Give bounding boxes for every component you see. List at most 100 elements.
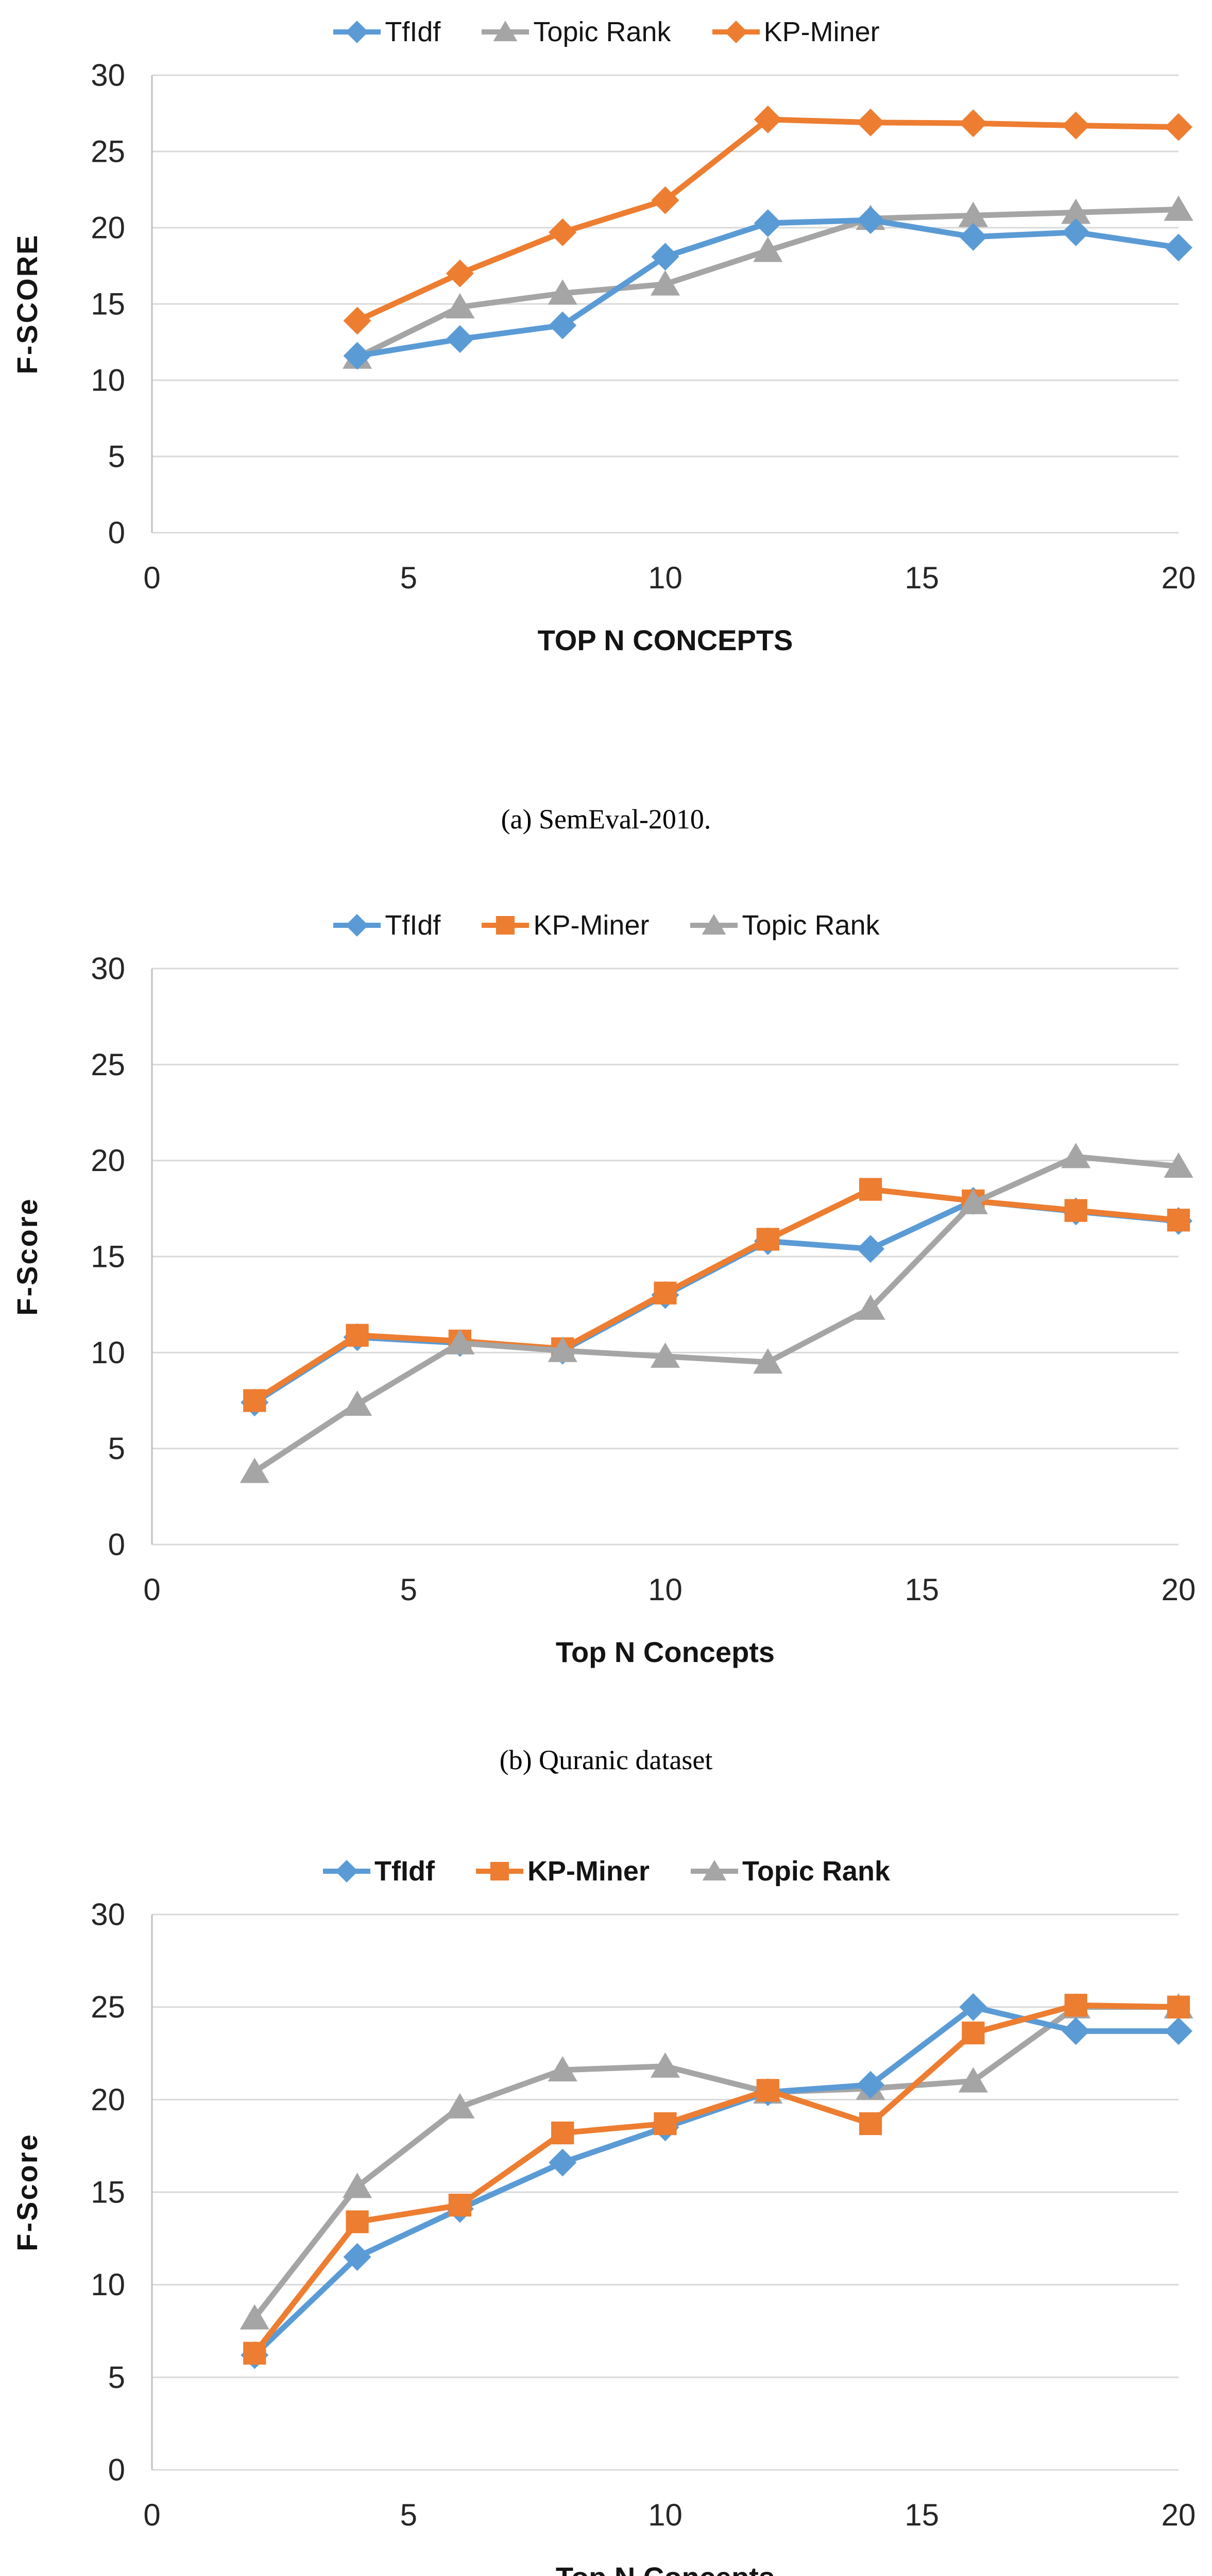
chart-a-svg: 0 5 10 15 20 25 30 0 5 10 15 20 TOP N CONCEPTS F-SCOR… <box>11 58 1196 657</box>
marker-tfidf <box>446 325 474 353</box>
marker-topic-rank <box>445 1329 475 1354</box>
svg-text:25: 25 <box>91 134 125 169</box>
marker-tfidf <box>1165 233 1192 262</box>
x-tick-labels: 0 5 10 15 20 <box>143 1572 1196 1607</box>
legend-marker-glyph-topic-rank <box>702 914 726 935</box>
legend-item-tfidf: TfIdf <box>322 1857 435 1886</box>
marker-topic-rank <box>856 1294 885 1320</box>
svg-text:5: 5 <box>108 1431 125 1466</box>
marker-topic-rank <box>958 201 988 227</box>
svg-text:30: 30 <box>91 58 125 93</box>
legend-item-kp-miner: KP-Miner <box>481 911 649 940</box>
marker-topic-rank <box>1164 1152 1193 1178</box>
marker-kp-miner <box>859 2112 882 2136</box>
marker-kp-miner <box>1064 1993 1087 2017</box>
svg-text:5: 5 <box>108 439 125 474</box>
marker-kp-miner <box>962 2021 985 2045</box>
marker-kp-miner <box>756 1228 779 1251</box>
marker-topic-rank <box>1164 195 1193 221</box>
marker-tfidf <box>857 206 885 234</box>
marker-tfidf <box>1062 2017 1090 2045</box>
legend-item-kp-miner: KP-Miner <box>475 1857 650 1886</box>
chart-b-svg: 0 5 10 15 20 25 30 0 5 10 15 20 Top N Concepts F-Scor… <box>11 952 1196 1669</box>
legend-label-tfidf: TfIdf <box>385 910 441 941</box>
svg-text:15: 15 <box>904 561 939 595</box>
marker-tfidf <box>343 342 371 370</box>
svg-text:20: 20 <box>91 2082 125 2117</box>
chart-b-legend: TfIdf KP-Miner Topic Rank <box>0 900 1212 951</box>
series-markers-topic-rank <box>240 1143 1193 1483</box>
marker-tfidf <box>754 209 782 238</box>
marker-topic-rank <box>650 1342 680 1368</box>
svg-text:20: 20 <box>91 1143 125 1178</box>
x-tick-labels: 0 5 10 15 20 <box>143 2498 1196 2532</box>
svg-text:20: 20 <box>91 211 125 245</box>
legend-label-kp-miner: KP-Miner <box>527 1856 650 1887</box>
marker-kp-miner <box>243 1389 266 1412</box>
gridlines <box>152 1913 1179 2471</box>
y-axis-title: F-Score <box>11 2133 43 2251</box>
svg-text:25: 25 <box>91 1047 125 1082</box>
legend-marker-glyph-tfidf <box>346 21 369 43</box>
series-line-tfidf <box>251 2004 1182 2358</box>
chart-b-quranic: TfIdf KP-Miner Topic Rank 0 5 10 15 20 25 30 0 5 10… <box>0 900 1212 1780</box>
gridlines <box>152 968 1179 1546</box>
svg-text:5: 5 <box>400 561 417 595</box>
marker-kp-miner <box>1064 1199 1087 1222</box>
legend-item-topic-rank: Topic Rank <box>481 18 671 46</box>
marker-tfidf <box>1165 2017 1192 2045</box>
legend-item-topic-rank: Topic Rank <box>689 911 880 940</box>
gridlines <box>152 74 1179 534</box>
legend-marker-glyph-tfidf <box>335 1860 358 1883</box>
x-tick-labels: 0 5 10 15 20 <box>143 561 1196 595</box>
svg-text:25: 25 <box>91 1990 125 2024</box>
legend-marker-tfidf <box>333 914 381 937</box>
legend-marker-glyph-topic-rank <box>702 1860 727 1881</box>
svg-text:5: 5 <box>108 2360 125 2395</box>
svg-text:30: 30 <box>91 952 125 986</box>
legend-marker-kp-miner <box>475 1861 523 1881</box>
marker-tfidf <box>959 223 987 251</box>
marker-topic-rank <box>548 279 577 305</box>
svg-text:20: 20 <box>1162 561 1196 595</box>
svg-text:15: 15 <box>91 287 125 321</box>
svg-text:10: 10 <box>91 363 125 398</box>
legend-item-tfidf: TfIdf <box>332 18 440 46</box>
x-axis-title: Top N Concepts <box>556 2561 775 2576</box>
marker-tfidf <box>959 1993 987 2021</box>
marker-kp-miner <box>651 186 679 214</box>
legend-marker-glyph-kp-miner <box>496 916 515 935</box>
marker-tfidf <box>857 2071 885 2099</box>
chart-c-svg: 0 5 10 15 20 25 30 0 5 10 15 20 Top N Concepts F-Scor… <box>11 1897 1196 2576</box>
series-line-kp-miner <box>251 1187 1182 1403</box>
svg-text:30: 30 <box>91 1897 125 1932</box>
marker-tfidf <box>651 243 679 271</box>
legend-marker-topic-rank <box>690 914 738 935</box>
marker-tfidf <box>857 1235 885 1263</box>
marker-tfidf <box>549 311 577 340</box>
marker-topic-rank <box>342 1390 372 1416</box>
svg-text:0: 0 <box>108 2453 125 2487</box>
svg-text:0: 0 <box>143 1572 160 1607</box>
svg-text:5: 5 <box>400 1572 417 1607</box>
svg-text:10: 10 <box>648 1572 682 1607</box>
series-line-topic-rank <box>251 2004 1182 2321</box>
marker-kp-miner <box>551 2121 574 2145</box>
marker-topic-rank <box>1061 1143 1091 1168</box>
marker-topic-rank <box>445 293 475 319</box>
marker-kp-miner <box>754 105 782 133</box>
legend-label-kp-miner: KP-Miner <box>533 910 650 941</box>
series-markers-topic-rank <box>240 1993 1193 2330</box>
series-line-topic-rank <box>251 1154 1182 1475</box>
marker-topic-rank <box>548 2056 577 2081</box>
legend-label-tfidf: TfIdf <box>374 1856 435 1887</box>
y-axis-title: F-Score <box>11 1197 43 1316</box>
series-markers-tfidf <box>343 206 1192 370</box>
marker-topic-rank <box>958 2067 988 2093</box>
svg-text:15: 15 <box>904 2498 939 2532</box>
marker-kp-miner <box>1167 1995 1190 2019</box>
series-markers-kp-miner <box>243 1993 1190 2365</box>
y-tick-labels: 0 5 10 15 20 25 30 <box>91 58 125 550</box>
y-tick-labels: 0 5 10 15 20 25 30 <box>91 1897 125 2487</box>
